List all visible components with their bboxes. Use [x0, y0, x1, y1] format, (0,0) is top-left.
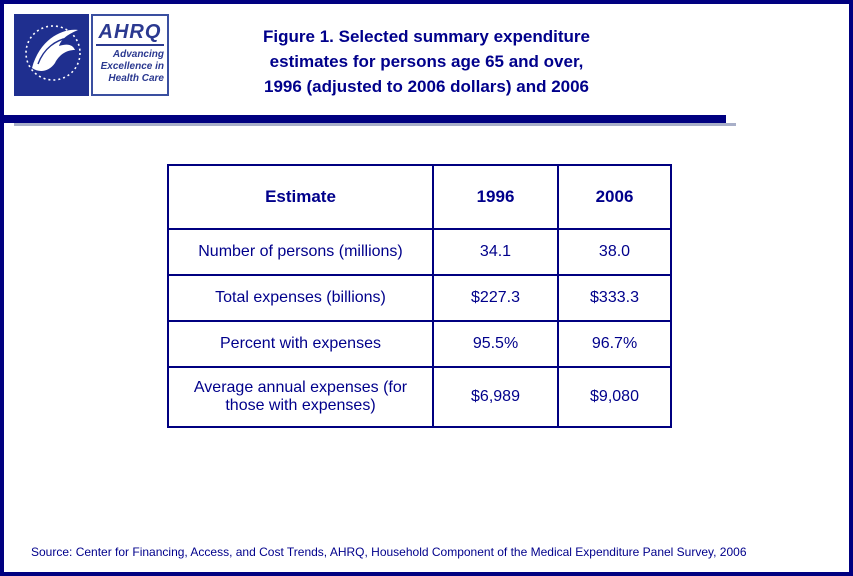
table-row: Average annual expenses (for those with … — [167, 366, 672, 428]
source-citation: Source: Center for Financing, Access, an… — [31, 545, 747, 559]
summary-table: Estimate 1996 2006 Number of persons (mi… — [167, 164, 672, 428]
ahrq-wordmark: AHRQ — [96, 20, 164, 46]
ahrq-tagline-line: Excellence in — [100, 61, 164, 72]
row-label: Number of persons (millions) — [167, 228, 434, 276]
value-2006: $9,080 — [557, 366, 672, 428]
logo-group: AHRQ Advancing Excellence in Health Care — [14, 14, 169, 96]
ahrq-tagline-line: Health Care — [108, 73, 164, 84]
value-1996: $227.3 — [432, 274, 559, 322]
column-header-1996: 1996 — [432, 164, 559, 230]
table-header-row: Estimate 1996 2006 — [167, 164, 672, 230]
row-label: Total expenses (billions) — [167, 274, 434, 322]
column-header-2006: 2006 — [557, 164, 672, 230]
value-1996: 34.1 — [432, 228, 559, 276]
value-1996: $6,989 — [432, 366, 559, 428]
figure-title-line-2: estimates for persons age 65 and over, — [269, 52, 584, 71]
row-label: Percent with expenses — [167, 320, 434, 368]
row-label: Average annual expenses (for those with … — [167, 366, 434, 428]
hhs-logo-icon — [14, 14, 89, 96]
header-divider-shadow — [14, 123, 736, 126]
value-1996: 95.5% — [432, 320, 559, 368]
table-row: Number of persons (millions) 34.1 38.0 — [167, 228, 672, 276]
value-2006: 38.0 — [557, 228, 672, 276]
table-row: Total expenses (billions) $227.3 $333.3 — [167, 274, 672, 322]
column-header-estimate: Estimate — [167, 164, 434, 230]
figure-title-line-3: 1996 (adjusted to 2006 dollars) and 2006 — [263, 77, 590, 96]
header-divider-bar — [4, 115, 726, 123]
figure-title-line-1: Figure 1. Selected summary expenditure — [263, 27, 590, 46]
ahrq-tagline-line: Advancing — [112, 49, 164, 60]
ahrq-logo: AHRQ Advancing Excellence in Health Care — [91, 14, 169, 96]
value-2006: 96.7% — [557, 320, 672, 368]
table-row: Percent with expenses 95.5% 96.7% — [167, 320, 672, 368]
value-2006: $333.3 — [557, 274, 672, 322]
figure-title: Figure 1. Selected summary expenditure e… — [4, 24, 849, 99]
ahrq-tagline: Advancing Excellence in Health Care — [96, 49, 164, 85]
